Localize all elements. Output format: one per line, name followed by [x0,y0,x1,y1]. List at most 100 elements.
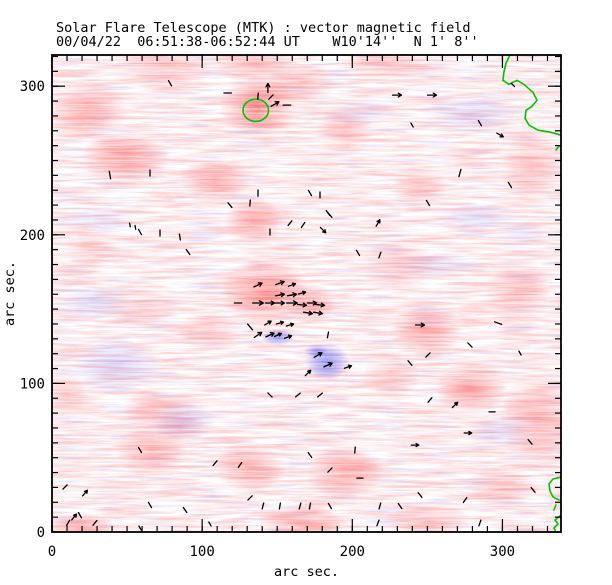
chart-title: Solar Flare Telescope (MTK) : vector mag… [56,20,471,36]
vector-arrow [530,486,536,493]
vector-arrow [312,310,324,316]
vector-arrow [527,438,533,445]
vector-arrow [397,502,403,510]
vector-arrow [212,460,218,467]
contour-path [548,476,561,501]
vector-arrow [327,467,333,473]
vector-arrow [147,501,153,509]
vector-arrow [462,496,468,504]
vector-arrow [137,446,143,454]
vector-arrow [167,79,173,87]
vector-arrow [247,495,253,501]
vector-arrow [327,502,333,510]
x-tick-label: 0 [48,544,56,560]
vector-arrow [378,502,382,510]
vector-arrow [426,92,438,98]
vector-arrow [376,519,380,527]
vector-arrow [275,320,285,325]
vector-arrow [108,170,112,180]
contour-path [555,145,560,151]
vector-arrow [304,369,312,377]
vector-arrow [249,199,251,207]
vector-arrow [286,300,298,306]
vector-arrow [253,282,263,288]
vector-arrow [510,82,516,88]
vector-arrow [77,511,83,519]
plot-frame [51,54,562,533]
vector-arrow [71,513,78,521]
contour-path [502,55,561,136]
vector-arrow [286,292,298,298]
vector-arrow [182,506,188,514]
vector-arrow [427,397,433,403]
x-axis-title: arc sec. [274,564,339,580]
vector-arrow [92,519,98,526]
vector-arrow [227,202,233,209]
vector-arrow [270,101,280,107]
vector-arrow [414,322,426,328]
vector-arrow [128,222,131,228]
vector-arrow [314,302,326,308]
vector-arrow [297,290,307,295]
vector-arrow [81,489,89,497]
field-layer [52,55,561,532]
vectors-layer [62,79,536,531]
y-tick-label: 200 [20,228,45,244]
vector-arrow [425,352,431,358]
contours-layer [242,55,561,532]
vector-arrow [417,492,423,498]
vector-arrow [323,362,333,368]
x-tick-label: 100 [189,544,214,560]
vector-arrow [378,251,382,259]
vector-arrow [375,219,381,227]
contour-circle [242,98,270,123]
vector-arrow [496,132,504,138]
vector-arrow [274,292,286,298]
vector-arrow [307,189,313,197]
vector-arrow [319,226,327,234]
vector-arrow [65,519,71,527]
y-tick-label: 100 [20,376,45,392]
vector-arrow [325,209,331,217]
white-streak-noise [52,55,561,532]
vector-arrow [391,92,403,98]
contour-path [553,515,561,532]
vector-arrow [308,502,312,510]
vector-arrow [265,332,275,338]
vector-arrow [264,320,272,326]
vector-arrow [298,502,302,510]
vector-arrow [261,502,265,510]
y-axis-title: arc sec. [2,261,18,326]
vector-arrow [343,364,353,369]
vector-arrow [313,352,323,358]
vector-arrow [463,430,473,436]
vector-arrow [62,484,68,490]
x-tick-label: 300 [490,544,515,560]
vector-arrow [264,300,276,306]
vector-arrow [477,119,483,127]
vector-arrow [458,168,462,178]
vector-arrow [518,350,522,356]
x-tick-label: 200 [340,544,365,560]
chart-subtitle: 00/04/22 06:51:38-06:52:44 UT W10'14'' N… [56,34,479,50]
vector-arrow [302,310,314,316]
vector-arrow [273,332,283,338]
vector-arrow [326,331,330,339]
vector-arrow [178,233,182,241]
vector-arrow [294,392,301,398]
vector-arrow [185,248,191,256]
vector-arrow [306,300,318,306]
vector-arrow [278,502,282,510]
vector-arrow [425,199,431,207]
vector-arrow [493,321,503,326]
vector-arrow [451,401,459,409]
vector-arrow [268,94,274,100]
vector-arrow [300,221,306,229]
vector-arrow [275,280,285,286]
vector-arrow [134,224,137,230]
vector-arrow [507,181,513,189]
axes-layer [51,54,562,533]
vector-arrow [407,360,413,366]
vector-arrow [252,300,264,306]
